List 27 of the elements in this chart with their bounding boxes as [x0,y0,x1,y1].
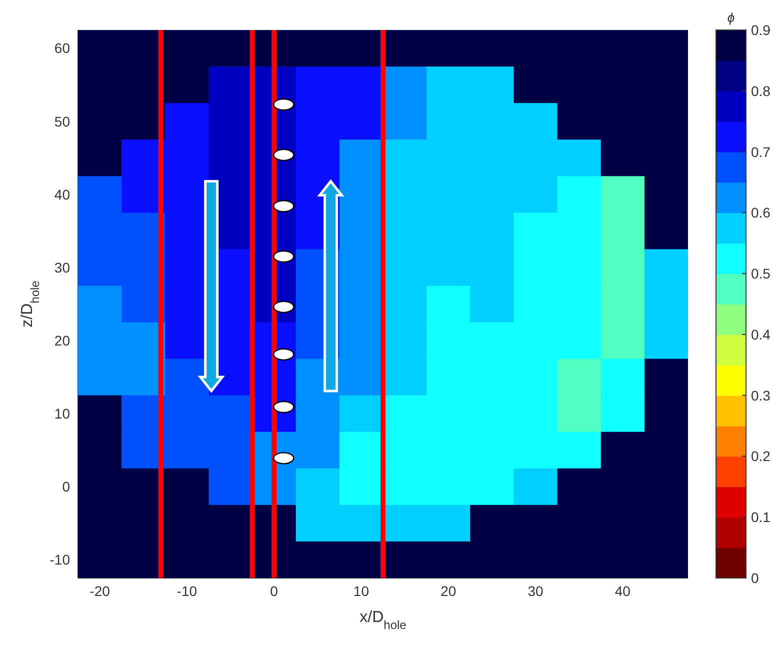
color-bar-label: 0.9 [751,22,771,38]
y-tick-label: 10 [54,406,70,422]
y-tick-label: 20 [54,332,70,349]
color-bar-label: 0.8 [751,82,771,99]
x-tick-label: 40 [614,582,631,599]
color-bar-label: 0.6 [751,204,771,221]
x-tick-label: 10 [353,582,370,599]
x-tick-label: 0 [270,582,278,599]
color-bar-label: 0.4 [751,326,771,342]
color-bar-title: ϕ [727,10,735,25]
x-tick-label: -20 [90,582,110,599]
color-bar-label: 0.2 [751,448,771,464]
x-tick-label: 30 [528,582,544,599]
y-tick-label: -10 [50,552,70,568]
color-bar-label: 0.7 [751,144,771,160]
y-tick-label: 50 [54,113,70,130]
x-tick-label: -10 [176,582,198,599]
y-tick-label: 60 [54,40,70,56]
y-tick-label: 40 [54,186,70,202]
x-axis-title: x/D$_{hole}$ [360,609,407,632]
y-tick-label: 0 [62,478,70,495]
color-bar-label: 0.5 [751,266,771,282]
color-bar-label: 0 [751,570,759,586]
color-bar-label: 0.1 [751,509,771,526]
x-tick-label: 20 [440,582,456,599]
color-bar-label: 0.3 [751,387,771,404]
y-tick-label: 30 [54,259,70,276]
